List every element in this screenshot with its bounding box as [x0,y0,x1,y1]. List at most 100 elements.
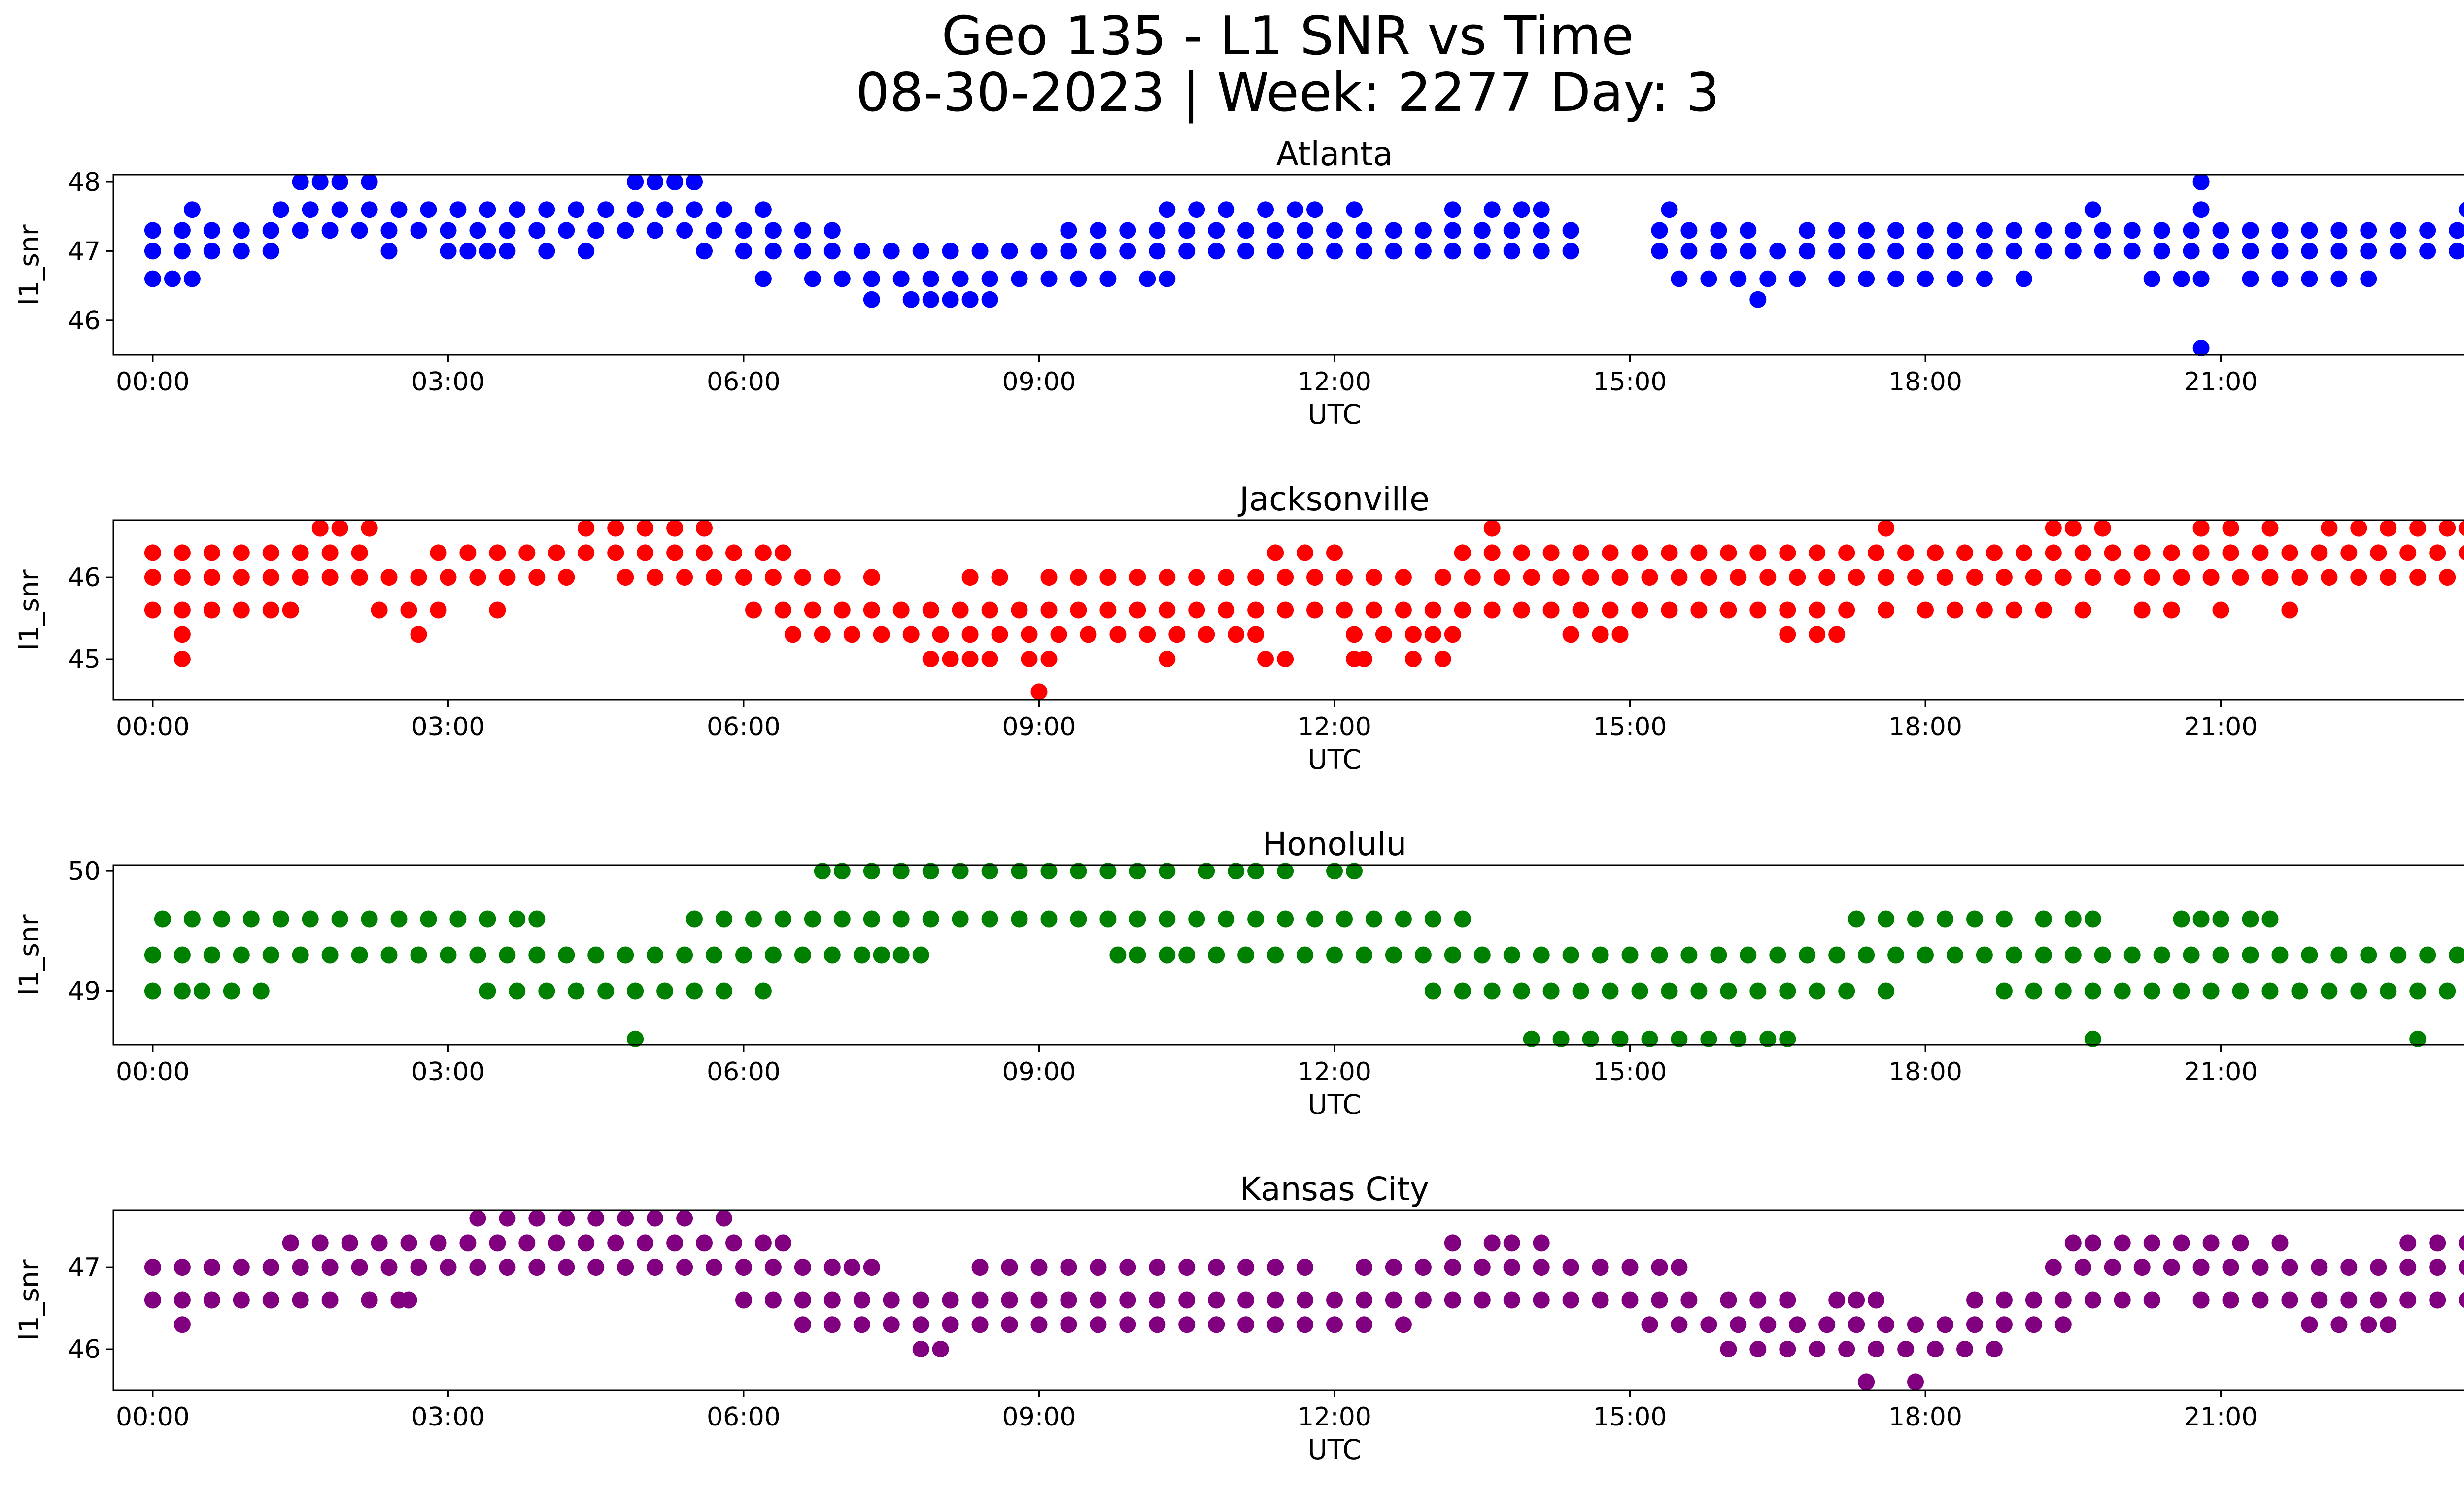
data-point [1641,569,1658,586]
data-point [2133,1259,2151,1276]
data-point [971,1316,989,1333]
data-point [2311,1291,2328,1309]
data-point [853,1316,870,1333]
data-point [991,626,1008,643]
data-point [518,1234,536,1252]
data-point [1021,651,1038,667]
subplot-panels: Atlanta 00:00 03:00 06:00 09:00 12:00 15:00 18:… [13,135,2464,1465]
data-point [1976,222,1993,239]
data-point [1759,1030,1777,1047]
data-point [607,520,624,537]
data-point [2163,601,2180,619]
data-point [725,1234,742,1252]
data-point [1533,1291,1550,1309]
data-point [1099,601,1117,619]
data-point [509,201,526,218]
data-point [2015,544,2032,561]
data-point [361,174,378,190]
data-point [144,601,161,619]
data-point [1159,601,1176,619]
data-point [833,910,851,928]
data-point [1424,910,1441,928]
data-point [902,291,920,308]
data-point [538,982,555,1000]
data-point [2429,544,2446,561]
data-point [2242,946,2259,964]
data-point [1326,243,1343,260]
data-point [981,910,998,928]
data-point [1483,520,1501,537]
honolulu-y-axis-label: l1_snr [13,914,45,995]
data-point [1710,946,1727,964]
data-point [1434,569,1451,586]
data-point [1838,544,1855,561]
data-point [1542,601,1560,619]
data-point [745,910,762,928]
data-point [1671,569,1688,586]
data-point [686,201,703,218]
data-point [1208,243,1225,260]
data-point [922,270,939,287]
data-point [1730,569,1747,586]
data-point [1671,1316,1688,1333]
data-point [528,1210,546,1227]
data-point [863,863,880,880]
data-point [2005,601,2022,619]
data-point [676,1259,693,1276]
data-point [2301,243,2318,260]
data-point [647,569,664,586]
x-tick-label: 06:00 [707,1402,781,1432]
data-point [1779,982,1796,1000]
data-point [991,569,1008,586]
data-point [1149,1291,1166,1309]
data-point [735,569,752,586]
data-point [1740,222,1757,239]
data-point [1129,569,1146,586]
x-tick-label: 15:00 [1593,367,1667,397]
data-point [2459,1259,2464,1275]
data-point [1976,243,1993,260]
data-point [656,201,674,218]
data-point [1228,863,1245,880]
data-point [1178,1291,1196,1309]
data-point [716,1210,732,1227]
data-point [823,243,841,260]
data-point [607,544,624,561]
data-point [2242,243,2259,260]
data-point [2064,946,2082,964]
data-point [1651,243,1668,260]
data-point [2232,1234,2249,1252]
data-point [735,1291,752,1309]
data-point [1878,601,1895,619]
data-point [1336,601,1353,619]
data-point [2163,544,2180,561]
data-point [764,222,782,239]
data-point [390,910,408,928]
data-point [2094,243,2111,260]
data-point [509,982,526,1000]
data-point [1149,1259,1166,1276]
data-point [2459,1235,2464,1251]
data-point [430,1234,447,1252]
data-point [351,222,368,239]
data-point [942,1291,959,1309]
data-point [922,863,939,880]
data-point [144,222,161,239]
data-point [952,270,969,287]
data-point [716,910,732,928]
data-point [2005,222,2022,239]
data-point [2202,982,2220,1000]
data-point [1237,1291,1255,1309]
data-point [183,910,201,928]
data-point [2153,222,2170,239]
data-point [2084,201,2101,218]
data-point [1030,1291,1048,1309]
data-point [1621,946,1639,964]
data-point [2301,1316,2318,1333]
data-point [1159,270,1176,287]
data-point [2074,544,2091,561]
data-point [1090,1291,1107,1309]
data-point [410,1259,427,1276]
data-point [647,946,664,964]
data-point [302,201,319,218]
